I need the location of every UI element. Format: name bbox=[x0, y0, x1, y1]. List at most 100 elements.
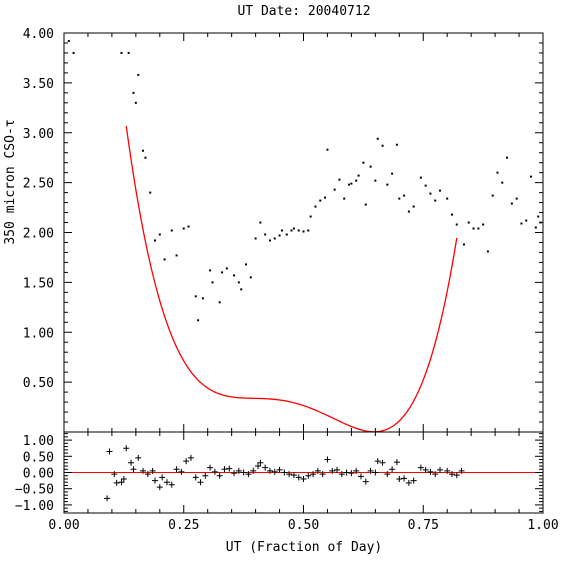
residual-plot-points bbox=[104, 445, 465, 502]
data-point bbox=[515, 197, 518, 200]
y-axis-label: 350 micron CSO-τ bbox=[3, 119, 18, 244]
data-point bbox=[419, 176, 422, 179]
data-point bbox=[163, 258, 166, 261]
residual-point bbox=[149, 467, 156, 474]
data-point bbox=[324, 196, 327, 199]
residual-point bbox=[300, 475, 307, 482]
data-point bbox=[482, 223, 485, 226]
data-point bbox=[233, 274, 236, 277]
data-point bbox=[209, 269, 212, 272]
data-point bbox=[259, 221, 262, 224]
data-point bbox=[201, 297, 204, 300]
data-point bbox=[395, 143, 398, 146]
data-point bbox=[72, 51, 75, 54]
residual-point bbox=[152, 477, 159, 484]
data-point bbox=[194, 295, 197, 298]
data-point bbox=[297, 229, 300, 232]
x-axis-label: UT (Fraction of Day) bbox=[226, 540, 383, 555]
x-tick-label: 0.50 bbox=[288, 518, 319, 533]
residual-point bbox=[104, 495, 111, 502]
residual-point bbox=[128, 459, 135, 466]
residual-point bbox=[135, 454, 142, 461]
residual-point bbox=[410, 477, 417, 484]
data-point bbox=[182, 227, 185, 230]
data-point bbox=[197, 319, 200, 322]
residual-point bbox=[458, 467, 465, 474]
data-point bbox=[144, 156, 147, 159]
data-point bbox=[424, 184, 427, 187]
data-point bbox=[292, 227, 295, 230]
data-point bbox=[407, 210, 410, 213]
residual-point bbox=[266, 467, 273, 474]
data-point bbox=[455, 223, 458, 226]
residual-point bbox=[216, 472, 223, 479]
data-point bbox=[525, 219, 528, 222]
data-point bbox=[221, 271, 224, 274]
residual-point bbox=[197, 479, 204, 486]
res-y-tick-label: −1.00 bbox=[15, 499, 54, 514]
residual-point bbox=[231, 470, 238, 477]
residual-point bbox=[211, 468, 218, 475]
y-tick-label: 2.50 bbox=[23, 177, 54, 192]
residual-point bbox=[202, 472, 209, 479]
data-point bbox=[67, 39, 70, 42]
data-point bbox=[249, 276, 252, 279]
residual-point bbox=[262, 464, 269, 471]
data-point bbox=[268, 239, 271, 242]
residual-point bbox=[245, 471, 252, 478]
res-y-tick-label: 0.50 bbox=[23, 450, 54, 465]
data-point bbox=[290, 229, 293, 232]
residual-point bbox=[384, 471, 391, 478]
data-point bbox=[364, 203, 367, 206]
data-point bbox=[376, 137, 379, 140]
data-point bbox=[343, 197, 346, 200]
data-point bbox=[127, 51, 130, 54]
residual-point bbox=[192, 474, 199, 481]
residual-point bbox=[226, 465, 233, 472]
residual-point bbox=[305, 472, 312, 479]
data-point bbox=[506, 156, 509, 159]
residual-point bbox=[271, 468, 278, 475]
data-point bbox=[158, 233, 161, 236]
data-point bbox=[237, 281, 240, 284]
data-point bbox=[434, 199, 437, 202]
residual-point bbox=[343, 469, 350, 476]
x-tick-label: 0.75 bbox=[408, 518, 439, 533]
data-point bbox=[134, 101, 137, 104]
y-tick-label: 3.50 bbox=[23, 77, 54, 92]
data-point bbox=[520, 222, 523, 225]
data-point bbox=[403, 194, 406, 197]
residual-plot-y-tick-labels: −1.00−0.500.00 0.501.00 bbox=[15, 434, 54, 514]
residual-point bbox=[405, 479, 412, 486]
y-tick-label: 1.00 bbox=[23, 326, 54, 341]
y-tick-label: 4.00 bbox=[23, 27, 54, 42]
residual-point bbox=[329, 467, 336, 474]
residual-point bbox=[235, 467, 242, 474]
data-point bbox=[319, 199, 322, 202]
data-point bbox=[539, 221, 542, 224]
residual-point bbox=[123, 445, 130, 452]
residual-point bbox=[319, 471, 326, 478]
residual-point bbox=[257, 459, 264, 466]
data-point bbox=[240, 288, 243, 291]
residual-point bbox=[163, 479, 170, 486]
data-point bbox=[530, 175, 533, 178]
residual-point bbox=[422, 466, 429, 473]
data-point bbox=[467, 221, 470, 224]
residual-point bbox=[453, 472, 460, 479]
residual-point bbox=[173, 466, 180, 473]
data-point bbox=[149, 191, 152, 194]
data-point bbox=[333, 188, 336, 191]
residual-point bbox=[444, 467, 451, 474]
y-tick-label: 1.50 bbox=[23, 276, 54, 291]
residual-point bbox=[372, 469, 379, 476]
residual-point bbox=[159, 474, 166, 481]
residual-point bbox=[393, 459, 400, 466]
data-point bbox=[450, 213, 453, 216]
residual-point bbox=[357, 473, 364, 480]
res-y-tick-label: 0.00 bbox=[23, 467, 54, 482]
main-plot: 0.50 1.00 1.50 2.00 2.50 3.00 3.50 4.00 bbox=[23, 27, 544, 433]
residual-point bbox=[448, 471, 455, 478]
